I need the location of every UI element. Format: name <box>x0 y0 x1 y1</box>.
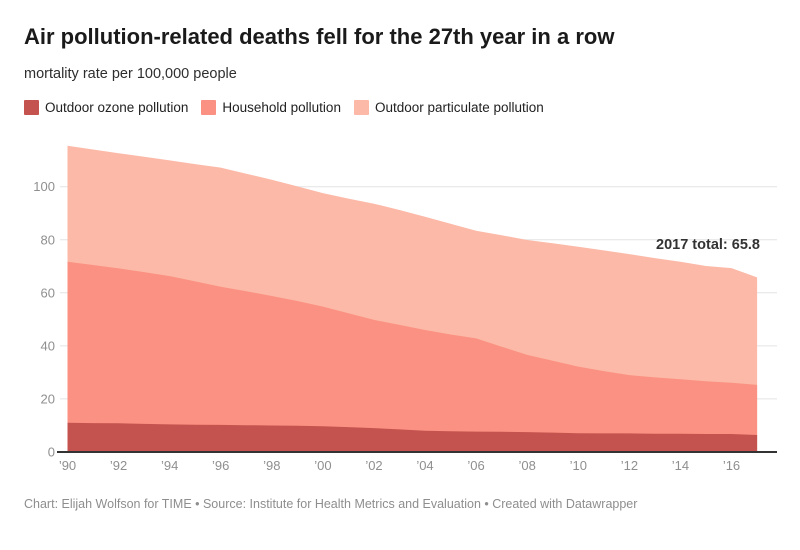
x-tick-label-2010: ’10 <box>570 458 587 473</box>
x-tick-label-1994: ’94 <box>161 458 178 473</box>
legend-item-outdoor-particulate: Outdoor particulate pollution <box>353 100 544 115</box>
legend-swatch-outdoor-ozone-icon <box>24 100 39 115</box>
x-tick-label-1998: ’98 <box>263 458 280 473</box>
x-tick-label-2000: ’00 <box>314 458 331 473</box>
y-tick-label-80: 80 <box>41 232 55 247</box>
x-tick-label-2016: ’16 <box>723 458 740 473</box>
chart-footer-credit: Chart: Elijah Wolfson for TIME • Source:… <box>24 497 638 511</box>
y-tick-label-0: 0 <box>48 445 55 460</box>
annotation-2017-total: 2017 total: 65.8 <box>656 237 760 253</box>
x-tick-label-2004: ’04 <box>416 458 433 473</box>
stacked-area-chart: 0 20 40 60 80 100 ’90 ’92 ’94 ’96 ’98 ’00 ’02 ’04 ’06 ’… <box>0 130 800 490</box>
chart-title: Air pollution-related deaths fell for th… <box>24 24 615 49</box>
x-tick-label-1990: ’90 <box>59 458 76 473</box>
legend-swatch-outdoor-particulate-icon <box>353 100 369 115</box>
x-tick-label-2002: ’02 <box>365 458 382 473</box>
x-tick-label-1992: ’92 <box>110 458 127 473</box>
x-tick-label-2008: ’08 <box>519 458 536 473</box>
legend-label-outdoor-ozone: Outdoor ozone pollution <box>45 100 189 115</box>
legend: Outdoor ozone pollution Household pollut… <box>24 100 544 115</box>
legend-swatch-household-icon <box>201 100 217 115</box>
area-outdoor-ozone-pollution <box>67 422 758 452</box>
stacked-area-plot: 0 20 40 60 80 100 ’90 ’92 ’94 ’96 ’98 ’00 ’02 ’04 ’06 ’… <box>33 145 777 473</box>
x-tick-label-2014: ’14 <box>672 458 689 473</box>
legend-item-outdoor-ozone: Outdoor ozone pollution <box>24 100 188 115</box>
y-tick-label-100: 100 <box>33 179 55 194</box>
y-tick-label-40: 40 <box>41 338 55 353</box>
y-tick-label-20: 20 <box>41 391 55 406</box>
x-tick-label-1996: ’96 <box>212 458 229 473</box>
legend-item-household: Household pollution <box>201 100 341 115</box>
x-tick-label-2012: ’12 <box>621 458 638 473</box>
y-tick-label-60: 60 <box>41 285 55 300</box>
legend-label-outdoor-particulate: Outdoor particulate pollution <box>374 100 544 115</box>
x-tick-label-2006: ’06 <box>467 458 484 473</box>
chart-subtitle: mortality rate per 100,000 people <box>24 66 237 82</box>
area-household-pollution <box>67 261 758 452</box>
legend-label-household: Household pollution <box>222 100 341 115</box>
